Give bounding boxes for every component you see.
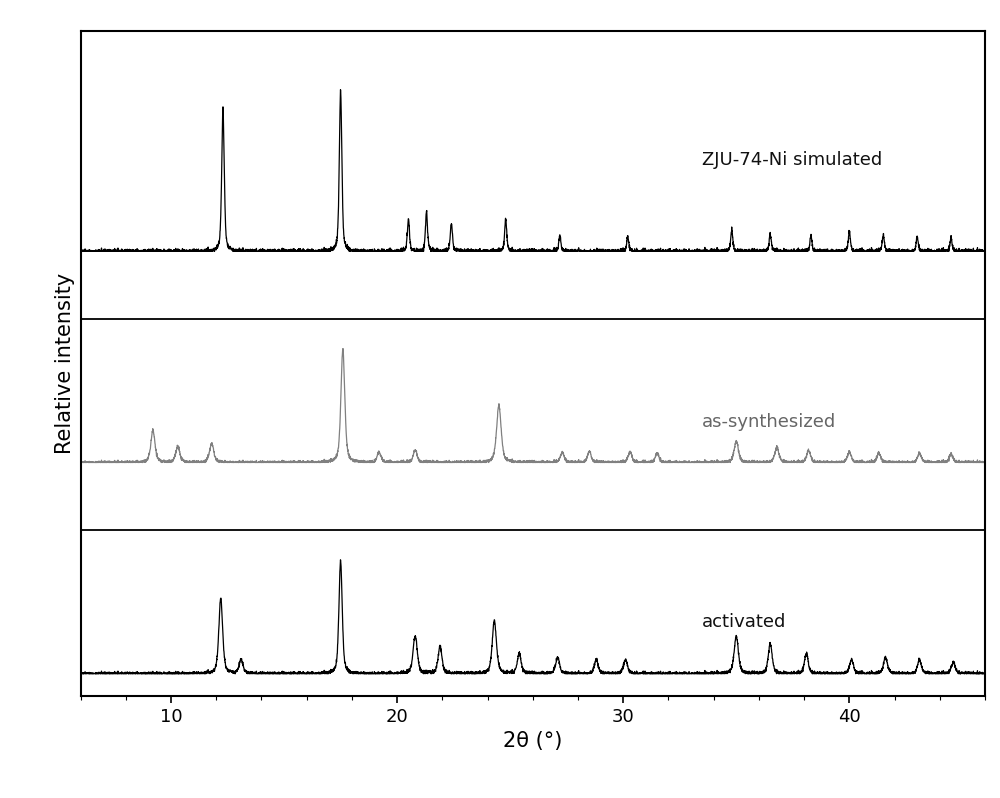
Text: activated: activated — [702, 614, 787, 631]
Text: ZJU-74-Ni simulated: ZJU-74-Ni simulated — [702, 151, 883, 168]
Y-axis label: Relative intensity: Relative intensity — [55, 273, 75, 454]
X-axis label: 2θ (°): 2θ (°) — [503, 731, 562, 751]
Text: as-synthesized: as-synthesized — [702, 413, 837, 431]
